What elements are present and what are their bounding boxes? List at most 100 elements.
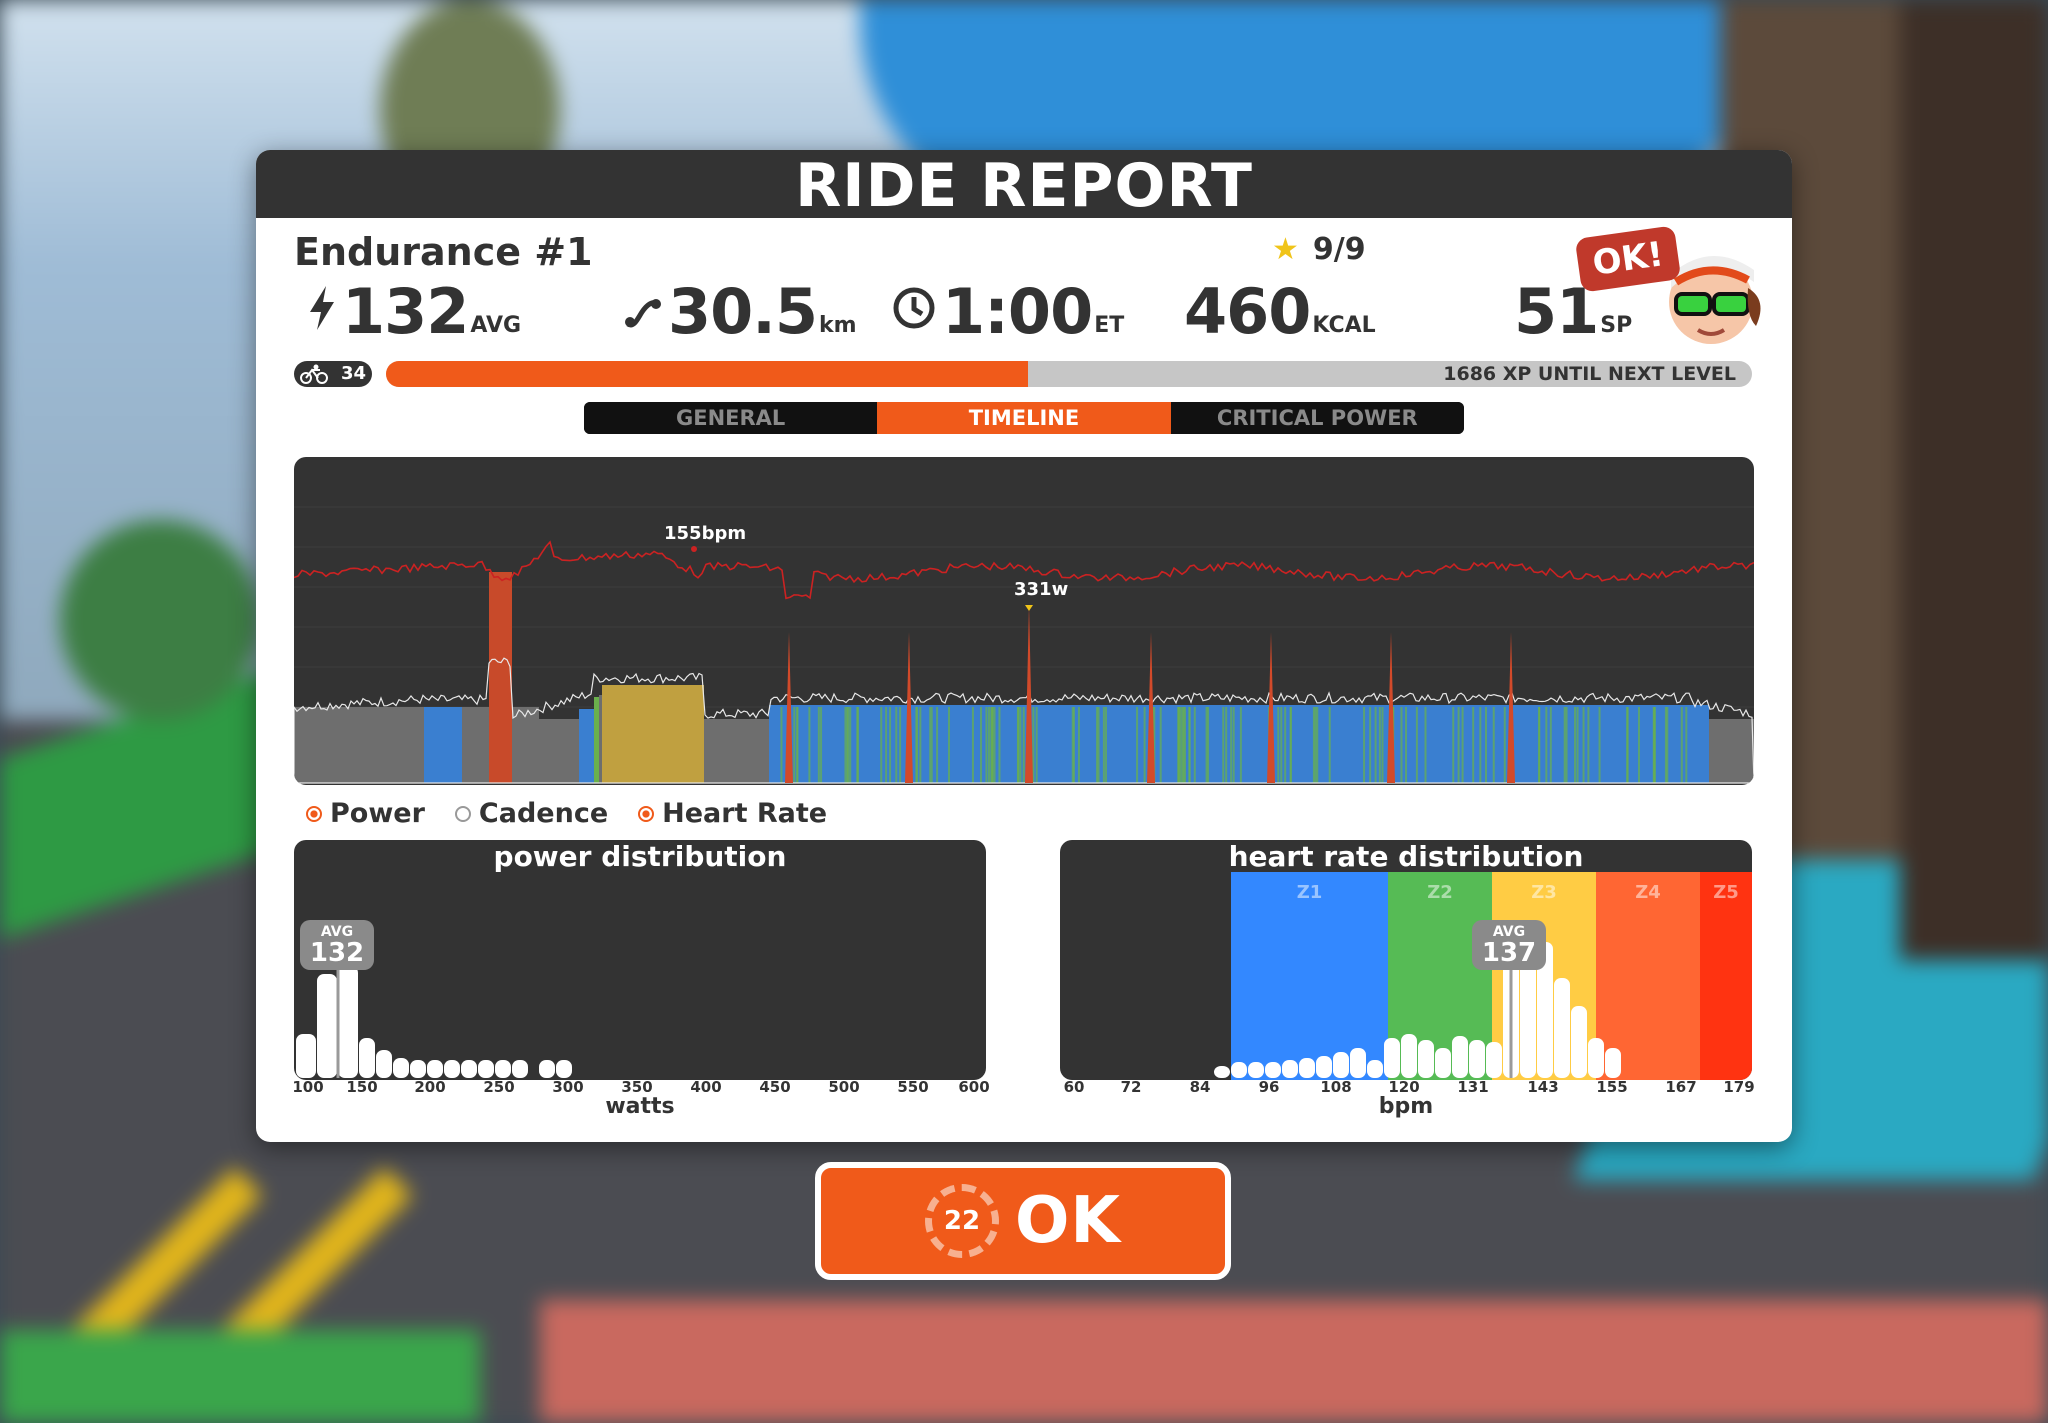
power-streak — [1230, 707, 1233, 783]
power-streak — [793, 707, 796, 783]
power-streak — [1405, 707, 1408, 783]
legend-heart-rate[interactable]: Heart Rate — [638, 798, 827, 829]
cadence-radio[interactable] — [454, 805, 471, 822]
legend-power[interactable]: Power — [306, 798, 425, 829]
hr-axis-ticks: 60 72 84 96 108 120 131 143 155 167 179 — [1060, 1078, 1755, 1098]
power-tick: 550 — [897, 1078, 929, 1096]
power-area-segment — [539, 719, 579, 783]
hr-avg-value: 137 — [1481, 938, 1537, 968]
power-streak — [844, 707, 847, 783]
hr-dist-bar — [1231, 1062, 1247, 1078]
hr-tick: 60 — [1063, 1078, 1085, 1096]
hr-tick: 131 — [1457, 1078, 1489, 1096]
power-streak — [1222, 707, 1225, 783]
hr-dist-bar — [1350, 1048, 1366, 1078]
sport-points-value: 51 — [1514, 275, 1599, 348]
power-area-segment — [599, 695, 602, 783]
hr-dist-bar — [1282, 1060, 1298, 1078]
tab-timeline[interactable]: TIMELINE — [877, 402, 1171, 434]
xp-progress-bar: 1686 XP UNTIL NEXT LEVEL — [386, 361, 1752, 387]
ride-report-title: RIDE REPORT — [256, 150, 1792, 221]
hr-dist-bar — [1401, 1034, 1417, 1078]
power-streak — [847, 707, 850, 783]
heart-rate-line — [294, 540, 1754, 600]
hr-dist-bar — [1554, 978, 1570, 1078]
power-streak — [1289, 707, 1292, 783]
hr-tick: 179 — [1723, 1078, 1755, 1096]
power-streak — [1136, 707, 1139, 783]
time-value: 1:00 — [942, 275, 1093, 348]
hr-zone-band — [1700, 872, 1752, 1080]
power-streak — [1072, 707, 1075, 783]
power-streak — [1182, 707, 1185, 783]
power-unit: AVG — [470, 313, 522, 338]
clock-icon — [892, 286, 936, 334]
power-streak — [1205, 707, 1208, 783]
power-streak — [895, 707, 898, 783]
power-tick: 150 — [346, 1078, 378, 1096]
hr-dist-bar — [1537, 942, 1553, 1078]
hr-axis-label: bpm — [1378, 1094, 1434, 1119]
sport-points-unit: SP — [1600, 313, 1633, 338]
xp-progress-fill — [386, 361, 1029, 387]
power-streak — [1457, 707, 1460, 783]
tab-general[interactable]: GENERAL — [584, 402, 878, 434]
stars-count: ★ 9/9 — [1272, 232, 1366, 267]
power-tick: 350 — [621, 1078, 653, 1096]
power-tick: 500 — [828, 1078, 860, 1096]
power-area-segment — [579, 709, 594, 783]
hr-tick: 96 — [1258, 1078, 1280, 1096]
power-peak-marker — [1025, 605, 1033, 611]
hr-zone-band — [1596, 872, 1700, 1080]
power-dist-bar — [317, 974, 337, 1078]
timeline-chart: 155bpm 331w — [294, 457, 1754, 785]
power-area-segment — [489, 572, 512, 783]
legend-cadence[interactable]: Cadence — [454, 798, 608, 829]
power-streak — [1576, 707, 1579, 783]
time-stat: 1:00 ET — [892, 280, 1124, 344]
power-streak — [1452, 707, 1455, 783]
power-streak — [889, 707, 892, 783]
power-tick: 200 — [414, 1078, 446, 1096]
power-dist-bar — [376, 1050, 392, 1078]
heart-rate-radio[interactable] — [638, 805, 655, 822]
xp-remaining-text: 1686 XP UNTIL NEXT LEVEL — [1443, 363, 1736, 385]
hr-dist-bar — [1571, 1006, 1587, 1078]
avatar — [1576, 230, 1776, 350]
power-streak — [1485, 707, 1488, 783]
stars-value: 9/9 — [1312, 232, 1366, 267]
ok-button-label: OK — [1015, 1184, 1121, 1258]
power-dist-bar — [410, 1060, 426, 1078]
power-dist-bar — [393, 1058, 409, 1078]
power-spike — [1147, 632, 1155, 783]
legend-heart-rate-label: Heart Rate — [662, 798, 828, 829]
power-dist-bar — [461, 1060, 477, 1078]
power-stat: 132 AVG — [308, 280, 521, 344]
hr-zone-label: Z4 — [1635, 882, 1661, 903]
power-radio[interactable] — [306, 805, 322, 822]
power-streak — [987, 707, 990, 783]
power-tick: 300 — [552, 1078, 584, 1096]
sport-points-stat: 51 SP — [1514, 280, 1632, 344]
power-streak — [1680, 707, 1683, 783]
hr-zone-label: Z3 — [1531, 882, 1557, 903]
power-line — [294, 657, 1754, 784]
hr-dist-bar — [1486, 1042, 1502, 1078]
power-spike — [905, 632, 913, 783]
tab-critical-power[interactable]: CRITICAL POWER — [1170, 402, 1464, 434]
hr-dist-bar — [1605, 1048, 1621, 1078]
power-streak — [1312, 707, 1315, 783]
hr-dist-bar — [1469, 1040, 1485, 1078]
power-streak — [1479, 707, 1482, 783]
power-streak — [1188, 707, 1191, 783]
hr-peak-label: 155bpm — [664, 523, 746, 544]
hr-tick: 120 — [1388, 1078, 1420, 1096]
power-axis-label: watts — [605, 1094, 675, 1119]
ok-button[interactable]: 22 OK — [815, 1162, 1231, 1280]
power-streak — [1277, 707, 1280, 783]
power-streak — [1102, 707, 1105, 783]
power-area-segment — [1709, 719, 1754, 783]
report-tabs: GENERAL TIMELINE CRITICAL POWER — [584, 402, 1464, 434]
power-streak — [1563, 707, 1566, 783]
power-streak — [1503, 707, 1506, 783]
